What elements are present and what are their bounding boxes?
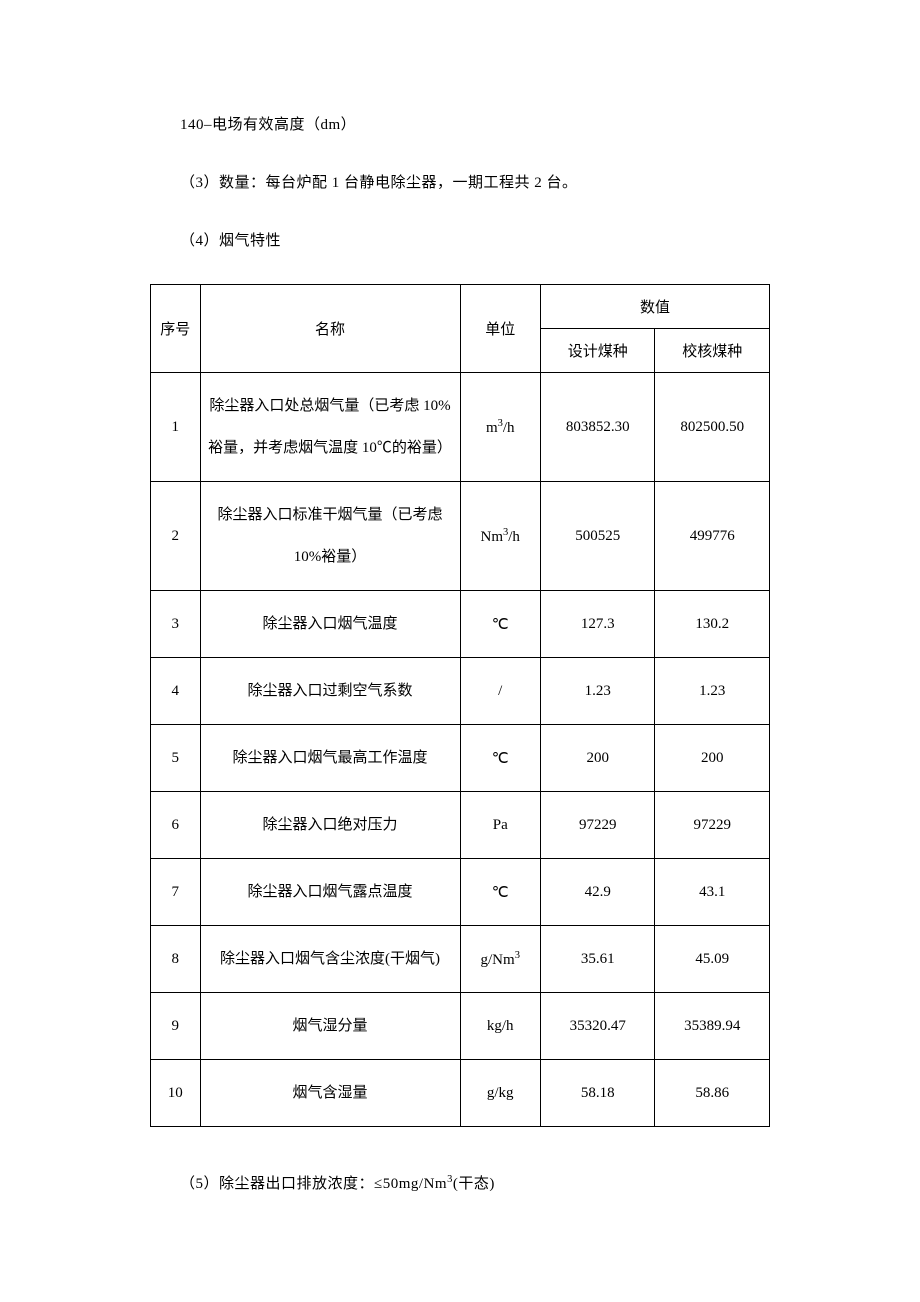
header-design: 设计煤种 [540, 329, 655, 373]
paragraph-5: （5）除尘器出口排放浓度：≤50mg/Nm3(干态) [150, 1169, 770, 1199]
header-value: 数值 [540, 285, 769, 329]
cell-seq: 2 [151, 482, 201, 591]
cell-name: 烟气含湿量 [200, 1060, 460, 1127]
table-row: 1除尘器入口处总烟气量（已考虑 10%裕量，并考虑烟气温度 10℃的裕量）m3/… [151, 373, 770, 482]
cell-name: 除尘器入口绝对压力 [200, 792, 460, 859]
cell-seq: 7 [151, 859, 201, 926]
cell-check: 802500.50 [655, 373, 770, 482]
header-name: 名称 [200, 285, 460, 373]
cell-unit: kg/h [460, 993, 540, 1060]
cell-check: 1.23 [655, 658, 770, 725]
cell-check: 43.1 [655, 859, 770, 926]
cell-seq: 4 [151, 658, 201, 725]
cell-unit: Nm3/h [460, 482, 540, 591]
header-unit: 单位 [460, 285, 540, 373]
paragraph-1: 140–电场有效高度（dm） [150, 110, 770, 140]
paragraph-2: （3）数量：每台炉配 1 台静电除尘器，一期工程共 2 台。 [150, 168, 770, 198]
paragraph-3: （4）烟气特性 [150, 226, 770, 256]
cell-unit: / [460, 658, 540, 725]
cell-check: 499776 [655, 482, 770, 591]
cell-name: 除尘器入口烟气含尘浓度(干烟气) [200, 926, 460, 993]
cell-check: 58.86 [655, 1060, 770, 1127]
table-row: 9烟气湿分量kg/h35320.4735389.94 [151, 993, 770, 1060]
cell-seq: 5 [151, 725, 201, 792]
table-row: 4除尘器入口过剩空气系数/1.231.23 [151, 658, 770, 725]
cell-unit: m3/h [460, 373, 540, 482]
cell-design: 500525 [540, 482, 655, 591]
cell-unit: g/Nm3 [460, 926, 540, 993]
cell-unit: ℃ [460, 859, 540, 926]
cell-unit: g/kg [460, 1060, 540, 1127]
cell-design: 127.3 [540, 591, 655, 658]
cell-name: 除尘器入口烟气露点温度 [200, 859, 460, 926]
table-header-row-1: 序号 名称 单位 数值 [151, 285, 770, 329]
cell-seq: 3 [151, 591, 201, 658]
cell-design: 97229 [540, 792, 655, 859]
cell-design: 35.61 [540, 926, 655, 993]
cell-design: 1.23 [540, 658, 655, 725]
cell-check: 200 [655, 725, 770, 792]
cell-design: 35320.47 [540, 993, 655, 1060]
cell-unit: Pa [460, 792, 540, 859]
cell-design: 58.18 [540, 1060, 655, 1127]
table-row: 3除尘器入口烟气温度℃127.3130.2 [151, 591, 770, 658]
cell-check: 97229 [655, 792, 770, 859]
cell-seq: 1 [151, 373, 201, 482]
smoke-characteristics-table: 序号 名称 单位 数值 设计煤种 校核煤种 1除尘器入口处总烟气量（已考虑 10… [150, 284, 770, 1127]
table-row: 5除尘器入口烟气最高工作温度℃200200 [151, 725, 770, 792]
table-row: 10烟气含湿量g/kg58.1858.86 [151, 1060, 770, 1127]
cell-name: 除尘器入口烟气温度 [200, 591, 460, 658]
cell-check: 45.09 [655, 926, 770, 993]
table-row: 7除尘器入口烟气露点温度℃42.943.1 [151, 859, 770, 926]
cell-name: 除尘器入口标准干烟气量（已考虑 10%裕量） [200, 482, 460, 591]
cell-seq: 9 [151, 993, 201, 1060]
table-row: 8除尘器入口烟气含尘浓度(干烟气)g/Nm335.6145.09 [151, 926, 770, 993]
table-body: 1除尘器入口处总烟气量（已考虑 10%裕量，并考虑烟气温度 10℃的裕量）m3/… [151, 373, 770, 1127]
p5-suffix: (干态) [453, 1176, 495, 1192]
cell-seq: 8 [151, 926, 201, 993]
header-check: 校核煤种 [655, 329, 770, 373]
cell-name: 烟气湿分量 [200, 993, 460, 1060]
cell-design: 42.9 [540, 859, 655, 926]
cell-seq: 6 [151, 792, 201, 859]
p5-prefix: （5）除尘器出口排放浓度：≤50mg/Nm [180, 1176, 447, 1192]
cell-unit: ℃ [460, 725, 540, 792]
cell-check: 130.2 [655, 591, 770, 658]
header-seq: 序号 [151, 285, 201, 373]
cell-seq: 10 [151, 1060, 201, 1127]
cell-name: 除尘器入口过剩空气系数 [200, 658, 460, 725]
cell-design: 200 [540, 725, 655, 792]
table-row: 6除尘器入口绝对压力Pa9722997229 [151, 792, 770, 859]
cell-name: 除尘器入口处总烟气量（已考虑 10%裕量，并考虑烟气温度 10℃的裕量） [200, 373, 460, 482]
cell-design: 803852.30 [540, 373, 655, 482]
cell-check: 35389.94 [655, 993, 770, 1060]
cell-unit: ℃ [460, 591, 540, 658]
cell-name: 除尘器入口烟气最高工作温度 [200, 725, 460, 792]
table-row: 2除尘器入口标准干烟气量（已考虑 10%裕量）Nm3/h500525499776 [151, 482, 770, 591]
